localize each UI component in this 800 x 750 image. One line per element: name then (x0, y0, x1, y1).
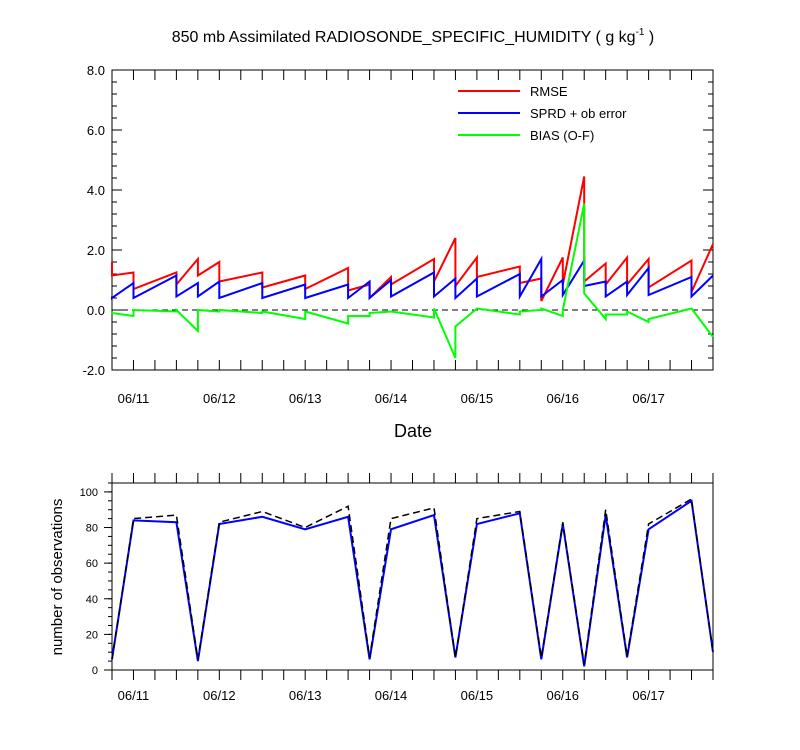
y-tick-label: 100 (80, 487, 98, 499)
x-tick-label: 06/17 (632, 688, 665, 703)
x-tick-label: 06/16 (546, 391, 579, 406)
legend-label-bias-o-f: BIAS (O-F) (530, 128, 594, 143)
x-tick-label: 06/13 (289, 391, 322, 406)
x-tick-label: 06/12 (203, 688, 236, 703)
obs-total-line (111, 497, 714, 665)
legend-label-sprd-ob-error: SPRD + ob error (530, 106, 627, 121)
x-tick-label: 06/16 (546, 688, 579, 703)
y-tick-label: 60 (86, 558, 98, 570)
x-tick-label: 06/13 (289, 688, 322, 703)
rmse-line (111, 176, 714, 302)
x-tick-label: 06/11 (118, 688, 150, 703)
y-tick-label: 6.0 (87, 123, 105, 138)
y-tick-label: 80 (86, 523, 98, 535)
y-axis-label: number of observations (49, 499, 66, 656)
x-axis-label: Date (394, 421, 432, 441)
x-tick-label: 06/11 (118, 391, 150, 406)
y-tick-label: 40 (86, 594, 98, 606)
bottom-plot-frame (111, 482, 714, 671)
y-tick-label: 4.0 (87, 183, 105, 198)
legend-label-rmse: RMSE (530, 84, 568, 99)
x-tick-label: 06/14 (375, 391, 408, 406)
y-tick-label: 0.0 (87, 303, 105, 318)
y-tick-label: -2.0 (83, 363, 105, 378)
y-tick-label: 8.0 (87, 63, 105, 78)
x-tick-label: 06/14 (375, 688, 408, 703)
sprd-ob-error-line (111, 255, 714, 301)
obs-assimilated-line (111, 499, 714, 667)
y-tick-label: 2.0 (87, 243, 105, 258)
bottom-panel: 0 20 40 60 80 100 06/11 06/12 06/13 06/14 06/15 06… (49, 473, 714, 703)
x-tick-label: 06/12 (203, 391, 236, 406)
x-tick-label: 06/15 (461, 688, 494, 703)
chart-title: 850 mb Assimilated RADIOSONDE_SPECIFIC_H… (172, 27, 655, 46)
x-tick-label: 06/15 (461, 391, 494, 406)
bias-o-f-line (111, 203, 714, 359)
legend: RMSE SPRD + ob error BIAS (O-F) (458, 84, 627, 143)
y-tick-label: 0 (92, 665, 98, 677)
top-panel: -2.0 0.0 2.0 4.0 6.0 8.0 06/11 06/12 06/13 06/14… (83, 63, 714, 441)
x-tick-label: 06/17 (632, 391, 665, 406)
y-tick-label: 20 (86, 629, 98, 641)
